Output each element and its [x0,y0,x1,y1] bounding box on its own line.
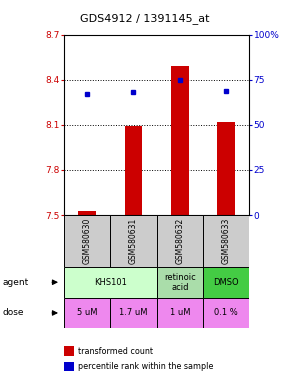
Text: KHS101: KHS101 [94,278,127,287]
Text: percentile rank within the sample: percentile rank within the sample [78,362,213,371]
Text: GSM580630: GSM580630 [82,218,92,264]
Bar [203,215,249,267]
Bar [78,210,96,215]
Bar [125,126,142,215]
Text: agent: agent [3,278,29,287]
Bar [203,298,249,328]
Bar [64,362,74,371]
Text: 1 uM: 1 uM [170,308,190,318]
Text: 0.1 %: 0.1 % [214,308,238,318]
Text: GSM580631: GSM580631 [129,218,138,264]
Text: 5 uM: 5 uM [77,308,97,318]
Text: DMSO: DMSO [213,278,239,287]
Text: retinoic
acid: retinoic acid [164,273,196,292]
Bar [64,267,157,298]
Bar [110,215,157,267]
Text: GSM580632: GSM580632 [175,218,184,264]
Text: GDS4912 / 1391145_at: GDS4912 / 1391145_at [80,13,210,24]
Bar [203,267,249,298]
Bar [171,66,188,215]
Text: 1.7 uM: 1.7 uM [119,308,148,318]
Bar [157,298,203,328]
Text: transformed count: transformed count [78,347,153,356]
Bar [64,298,110,328]
Text: dose: dose [3,308,24,318]
Text: GSM580633: GSM580633 [222,218,231,264]
Bar [64,346,74,356]
Bar [157,215,203,267]
Bar [157,267,203,298]
Bar [64,215,110,267]
Bar [218,122,235,215]
Bar [110,298,157,328]
